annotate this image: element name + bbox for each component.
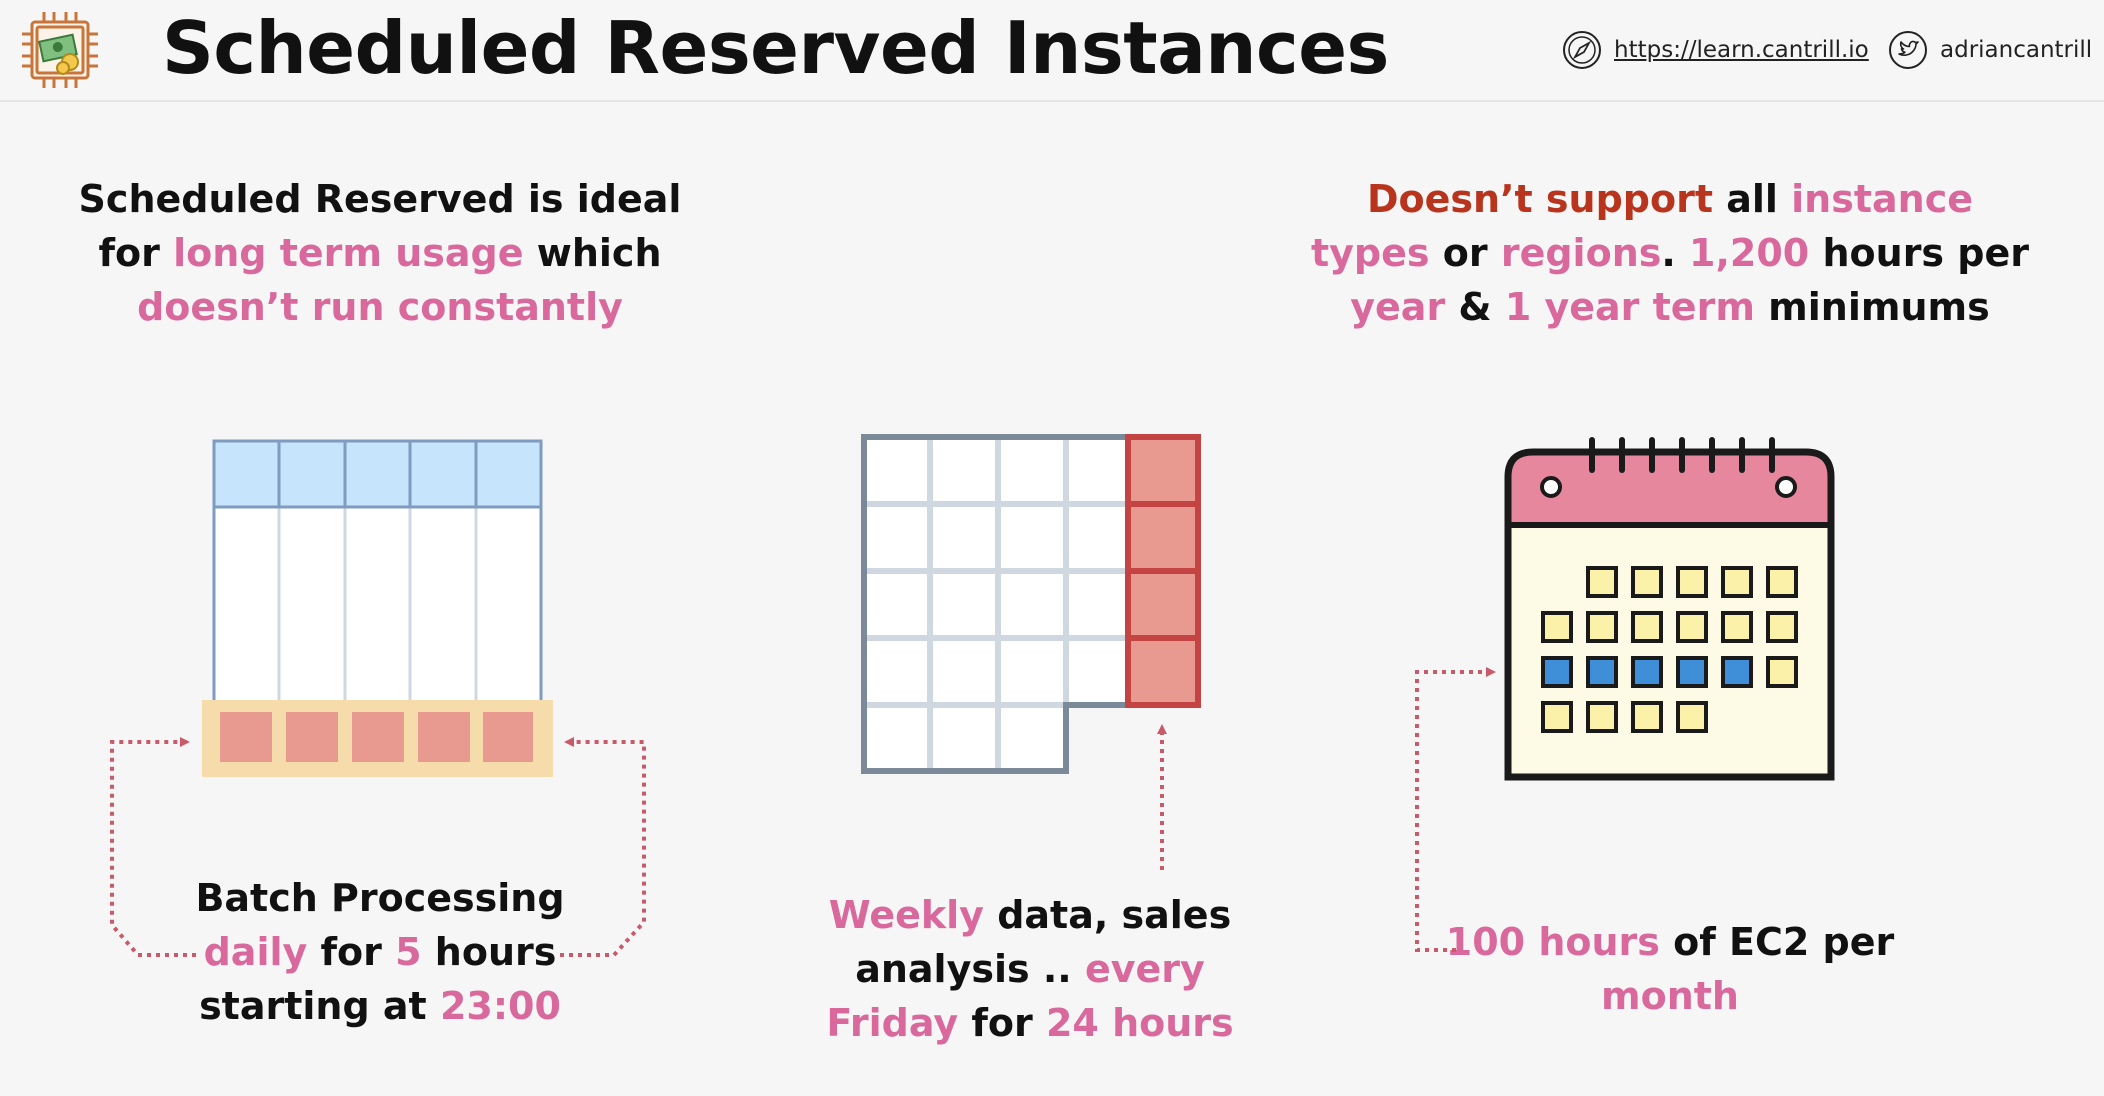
limits-line-3: year & 1 year term minimums (1350, 285, 1990, 329)
limits-line-1: Doesn’t support all instance (1366, 177, 1974, 221)
daily-table-header (214, 441, 541, 507)
weekly-line-2: analysis .. every (855, 947, 1205, 991)
page-title: Scheduled Reserved Instances (162, 6, 1389, 90)
weekly-line-3: Friday for 24 hours (826, 1001, 1234, 1045)
weekly-caption: Weekly data, sales analysis .. every Fri… (780, 888, 1280, 1050)
limitations-text: Doesn’t support all instance types or re… (1300, 172, 2040, 334)
slide-header: Scheduled Reserved Instances https://lea… (0, 0, 2104, 102)
batch-arrow-left (110, 737, 196, 957)
calendar-days (1541, 566, 1798, 733)
batch-arrows (110, 737, 646, 957)
website-link[interactable]: https://learn.cantrill.io (1562, 30, 1869, 70)
batch-line-3: starting at 23:00 (199, 984, 561, 1028)
daily-batch-table (202, 439, 553, 777)
weekly-table-grid (864, 437, 1128, 771)
intro-line-3: doesn’t run constantly (137, 285, 623, 329)
batch-arrow-right (560, 737, 646, 957)
daily-red-cells (220, 712, 533, 762)
monthly-arrow (1415, 667, 1496, 952)
twitter-link[interactable]: adriancantrill (1888, 30, 2092, 70)
intro-text: Scheduled Reserved is ideal for long ter… (30, 172, 730, 334)
weekly-line-1: Weekly data, sales (828, 893, 1232, 937)
compass-icon (1563, 31, 1601, 69)
limits-line-2: types or regions. 1,200 hours per (1311, 231, 2029, 275)
weekly-table (861, 434, 1201, 774)
calendar-icon (1504, 437, 1835, 781)
twitter-handle[interactable]: adriancantrill (1940, 37, 2093, 63)
monthly-caption: 100 hours of EC2 per month (1370, 915, 1970, 1023)
chip-money-icon (22, 12, 98, 88)
twitter-icon (1889, 31, 1927, 69)
monthly-line-2: month (1601, 974, 1739, 1018)
intro-line-1: Scheduled Reserved is ideal (78, 177, 682, 221)
batch-caption: Batch Processing daily for 5 hours start… (130, 871, 630, 1033)
monthly-line-1: 100 hours of EC2 per (1445, 920, 1895, 964)
batch-line-2: daily for 5 hours (203, 930, 557, 974)
website-url[interactable]: https://learn.cantrill.io (1614, 37, 1869, 63)
batch-line-1: Batch Processing (195, 876, 565, 920)
intro-line-2: for long term usage which (98, 231, 662, 275)
